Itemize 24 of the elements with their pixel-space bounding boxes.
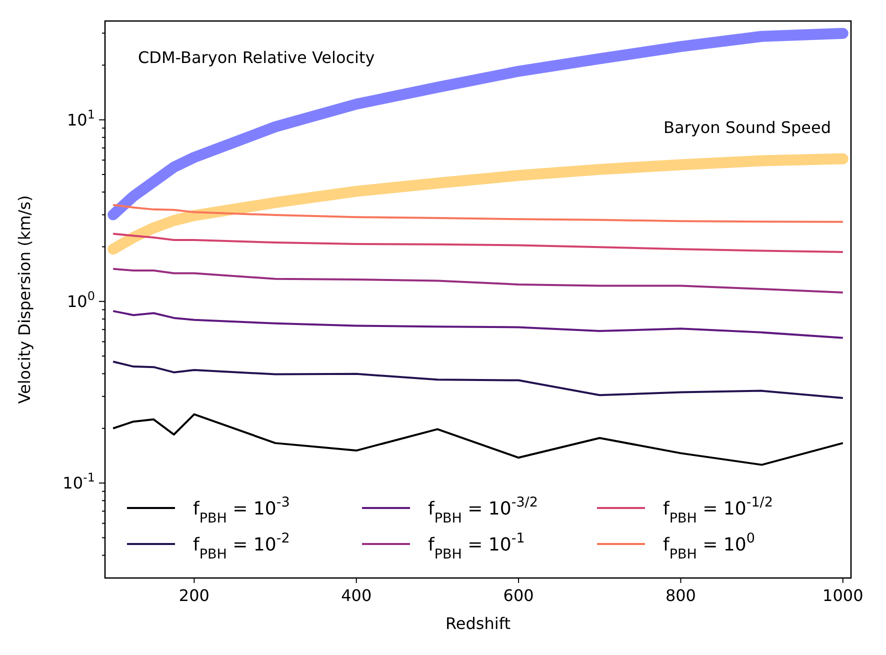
legend-label: f$_{PBH}$ = 10$^{-1/2}$ (663, 494, 773, 526)
x-tick-label: 1000 (822, 586, 864, 605)
x-tick-label: 600 (503, 586, 534, 605)
legend-label: f$_{PBH}$ = 10$^{-3}$ (193, 494, 290, 526)
line-series (112, 268, 844, 294)
legend-label: f$_{PBH}$ = 10$^{-3/2}$ (428, 494, 538, 526)
x-tick-label: 200 (178, 586, 210, 605)
y-tick-label: 10$^{0}$ (67, 289, 95, 312)
y-tick-label: 10$^{-1}$ (62, 470, 95, 493)
x-axis-title: Redshift (446, 614, 510, 633)
legend-label: f$_{PBH}$ = 10$^{-1}$ (428, 530, 525, 562)
legend-label: f$_{PBH}$ = 10$^{0}$ (663, 530, 755, 562)
annotation: Baryon Sound Speed (664, 118, 831, 137)
legend-label: f$_{PBH}$ = 10$^{-2}$ (193, 530, 290, 562)
x-tick-label: 800 (665, 586, 696, 605)
line-series (112, 413, 844, 466)
line-series (112, 232, 844, 254)
y-axis-title: Velocity Dispersion (km/s) (15, 195, 34, 404)
line-series (112, 310, 844, 339)
x-tick-label: 400 (341, 586, 372, 605)
annotation: CDM-Baryon Relative Velocity (138, 48, 375, 67)
line-series (112, 204, 844, 223)
line-series (112, 360, 844, 399)
y-tick-label: 10$^{1}$ (67, 107, 95, 130)
